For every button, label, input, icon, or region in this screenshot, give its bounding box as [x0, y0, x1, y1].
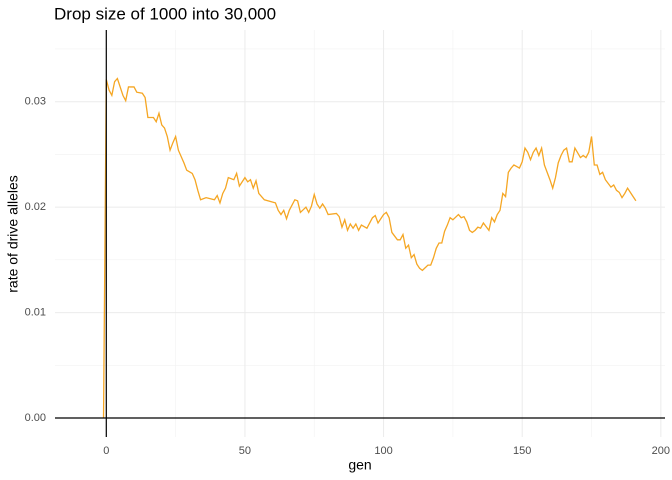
- x-tick-label: 0: [103, 445, 109, 457]
- chart-title: Drop size of 1000 into 30,000: [54, 4, 276, 23]
- y-tick-label: 0.02: [25, 201, 46, 213]
- y-tick-label: 0.01: [25, 306, 46, 318]
- data-line: [102, 77, 637, 419]
- x-tick-label: 200: [652, 445, 670, 457]
- y-tick-label: 0.00: [25, 412, 46, 424]
- y-tick-label: 0.03: [25, 96, 46, 108]
- x-axis-label: gen: [348, 457, 371, 473]
- y-axis-label: rate of drive alleles: [5, 175, 21, 293]
- x-tick-label: 100: [374, 445, 392, 457]
- x-tick-label: 50: [239, 445, 251, 457]
- x-tick-label: 150: [513, 445, 531, 457]
